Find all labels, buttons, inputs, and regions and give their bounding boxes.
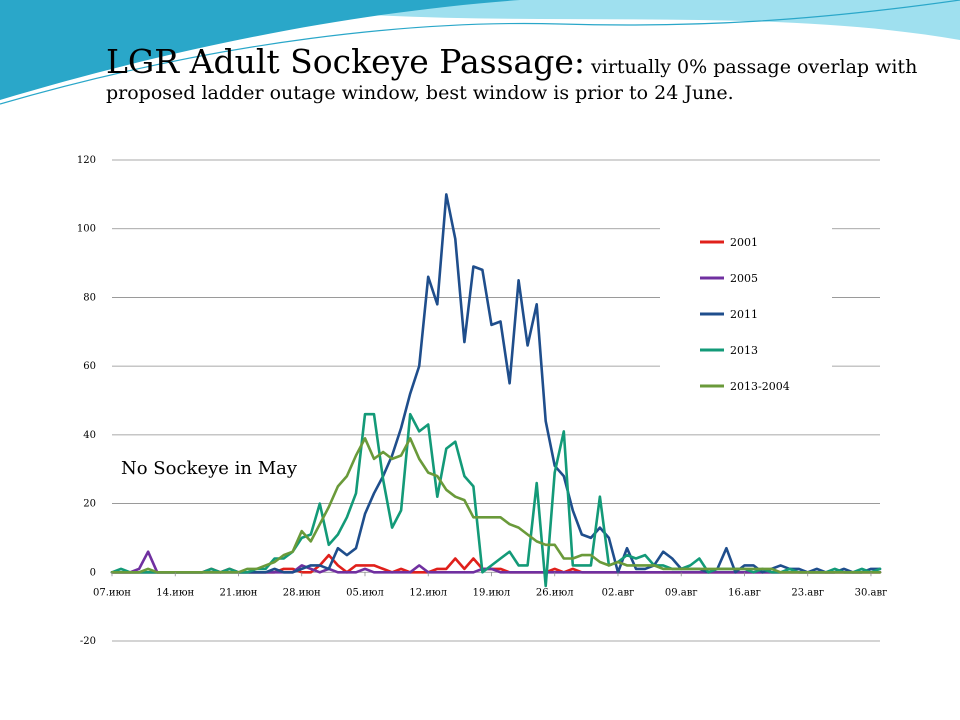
- series-line-2005: [110, 550, 882, 574]
- y-tick-label: 0: [90, 567, 96, 578]
- annotation-no-sockeye: No Sockeye in May: [121, 458, 298, 479]
- legend-label-2001: 2001: [730, 236, 758, 249]
- x-tick-label: 16.авг: [728, 587, 761, 598]
- legend-label-2013: 2013: [730, 344, 758, 357]
- series-line-2013: [110, 412, 882, 588]
- x-tick-label: 07.июн: [93, 587, 131, 598]
- series-line-2013-2004: [110, 437, 882, 574]
- y-tick-labels: -20 0 20 40 60 80 100 120: [77, 155, 96, 647]
- legend-label-2005: 2005: [730, 272, 758, 285]
- legend-label-2011: 2011: [730, 308, 758, 321]
- x-tick-labels: 07.июн 14.июн 21.июн 28.июн 05.июл 12.июл 19.и…: [93, 572, 887, 598]
- x-tick-label: 23.авг: [791, 587, 824, 598]
- x-tick-label: 14.июн: [156, 587, 194, 598]
- x-tick-label: 05.июл: [346, 587, 384, 598]
- title-main: LGR Adult Sockeye Passage:: [106, 42, 585, 81]
- x-tick-label: 12.июл: [409, 587, 447, 598]
- y-tick-label: 80: [83, 292, 96, 303]
- y-tick-label: 60: [83, 361, 96, 372]
- slide-title: LGR Adult Sockeye Passage: virtually 0% …: [106, 42, 946, 104]
- x-tick-label: 09.авг: [665, 587, 698, 598]
- y-tick-label: -20: [80, 636, 96, 647]
- x-tick-label: 21.июн: [220, 587, 258, 598]
- wave-stroke: [0, 0, 960, 105]
- x-tick-label: 02.авг: [602, 587, 635, 598]
- y-tick-label: 20: [83, 499, 96, 510]
- y-tick-label: 120: [77, 155, 96, 166]
- header-wave-decoration: [0, 0, 960, 105]
- x-tick-label: 26.июл: [536, 587, 574, 598]
- legend-label-2013-2004: 2013-2004: [730, 380, 790, 393]
- wave-light: [0, 0, 960, 80]
- wave-dark: [0, 0, 520, 100]
- x-tick-label: 19.июл: [473, 587, 511, 598]
- y-tick-label: 40: [83, 430, 96, 441]
- x-tick-label: 28.июн: [283, 587, 321, 598]
- series-layer: [110, 193, 882, 588]
- legend: 2001 2005 2011 2013 2013-2004: [660, 222, 832, 402]
- legend-box: [660, 222, 832, 402]
- title-sub: virtually 0% passage overlap with propos…: [106, 56, 918, 104]
- x-tick-label: 30.авг: [855, 587, 888, 598]
- y-tick-label: 100: [77, 224, 96, 235]
